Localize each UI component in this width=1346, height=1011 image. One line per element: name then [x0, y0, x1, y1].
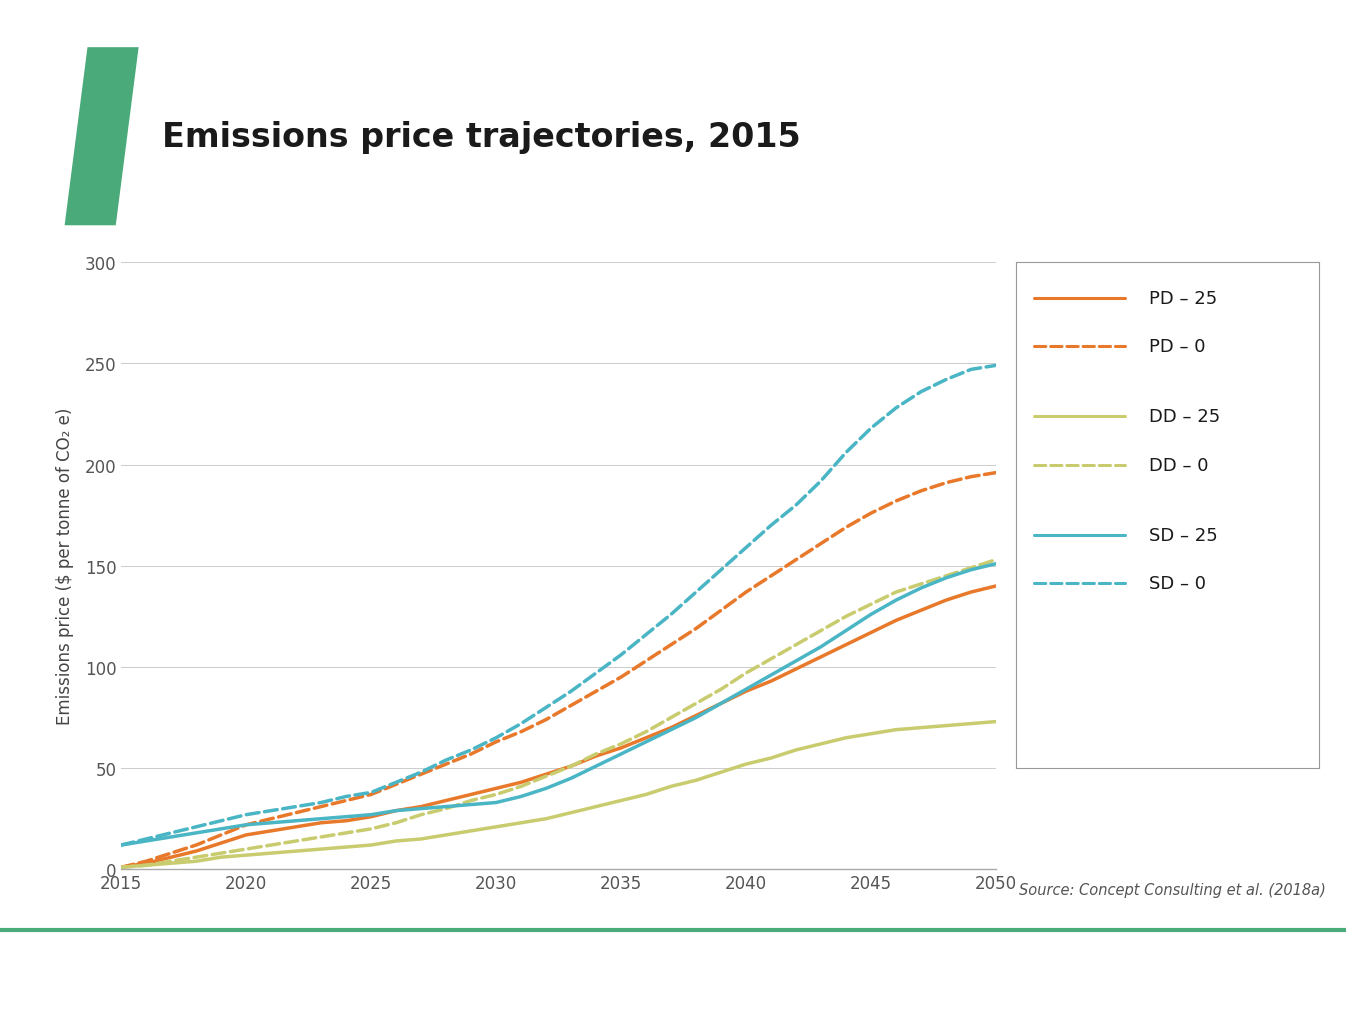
Text: SD – 25: SD – 25 [1149, 527, 1218, 545]
Polygon shape [65, 49, 139, 226]
Text: Emissions price trajectories, 2015: Emissions price trajectories, 2015 [162, 120, 801, 154]
Text: Source: Concept Consulting et al. (2018a): Source: Concept Consulting et al. (2018a… [1019, 883, 1326, 897]
Text: DD – 25: DD – 25 [1149, 408, 1221, 426]
Text: SD – 0: SD – 0 [1149, 575, 1206, 592]
Text: PD – 25: PD – 25 [1149, 289, 1218, 307]
Text: PD – 0: PD – 0 [1149, 338, 1206, 355]
Y-axis label: Emissions price ($ per tonne of CO₂ e): Emissions price ($ per tonne of CO₂ e) [55, 407, 74, 725]
Text: DD – 0: DD – 0 [1149, 456, 1209, 474]
